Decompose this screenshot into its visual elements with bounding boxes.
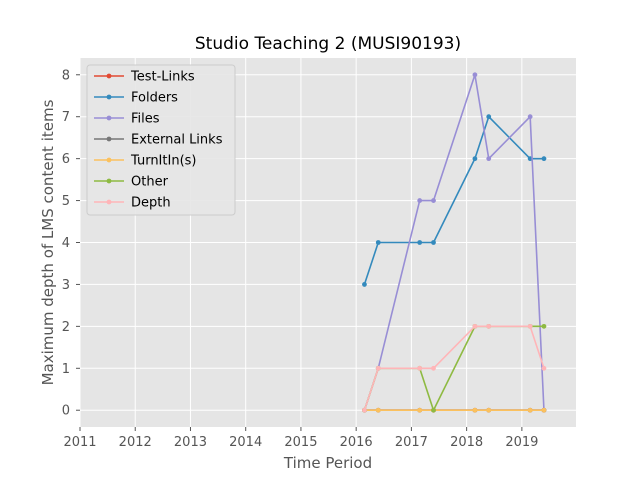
- y-tick-label: 4: [62, 236, 70, 251]
- data-point: [486, 114, 492, 120]
- series-line: [363, 73, 545, 411]
- series-line: [363, 115, 544, 285]
- y-tick-label: 8: [62, 68, 70, 83]
- data-point: [472, 72, 478, 78]
- y-tick-label: 6: [62, 152, 70, 167]
- x-tick-label: 2016: [340, 435, 373, 450]
- series-depth: [362, 323, 547, 413]
- data-point: [431, 407, 436, 413]
- data-point: [362, 407, 367, 413]
- legend-label: Files: [131, 112, 160, 127]
- legend-label: TurnItIn(s): [130, 154, 196, 169]
- y-axis-label: Maximum depth of LMS content items: [39, 99, 57, 385]
- data-point: [431, 365, 436, 371]
- data-point: [362, 282, 367, 287]
- x-tick-label: 2011: [63, 435, 96, 450]
- legend-item: Folders: [94, 91, 178, 106]
- data-point: [431, 240, 436, 245]
- legend-item: Files: [94, 112, 160, 127]
- y-tick-label: 0: [62, 404, 70, 419]
- legend-frame: [86, 64, 236, 216]
- data-point: [472, 407, 478, 413]
- legend-item: Test-Links: [94, 70, 195, 85]
- data-point: [417, 365, 423, 371]
- legend-label: Folders: [131, 91, 178, 106]
- x-tick-label: 2018: [450, 435, 483, 450]
- data-point: [375, 365, 381, 371]
- legend-item: TurnItIn(s): [94, 154, 196, 169]
- y-tick-label: 3: [62, 278, 70, 293]
- y-tick-label: 7: [62, 110, 70, 125]
- data-point: [375, 240, 381, 245]
- x-axis-label: Time Period: [283, 454, 372, 472]
- data-point: [541, 407, 547, 413]
- data-point: [541, 365, 547, 371]
- data-point: [527, 323, 533, 329]
- x-tick-label: 2012: [119, 435, 152, 450]
- x-tick-label: 2014: [229, 435, 262, 450]
- data-point: [541, 156, 547, 162]
- legend-swatch-marker: [106, 157, 112, 163]
- data-point: [375, 407, 381, 413]
- y-tick-label: 2: [62, 320, 70, 335]
- data-point: [486, 407, 492, 413]
- data-point: [417, 240, 423, 245]
- data-point: [527, 407, 533, 413]
- x-tick-label: 2015: [284, 435, 317, 450]
- data-point: [431, 198, 436, 203]
- data-point: [541, 323, 547, 329]
- legend-label: Test-Links: [130, 70, 195, 85]
- x-tick-label: 2019: [505, 435, 538, 450]
- legend-swatch-marker: [106, 136, 112, 142]
- legend-item: Other: [94, 175, 169, 190]
- chart-title: Studio Teaching 2 (MUSI90193): [195, 34, 461, 54]
- data-point: [417, 407, 423, 413]
- legend-item: External Links: [94, 133, 223, 148]
- legend-label: Other: [131, 175, 169, 190]
- x-tick-label: 2017: [395, 435, 428, 450]
- series-folders: [362, 114, 547, 287]
- legend: Test-Links Folders Files External Links Turn…: [86, 64, 236, 216]
- data-point: [486, 156, 492, 162]
- legend-label: External Links: [131, 133, 223, 148]
- legend-swatch-marker: [106, 178, 112, 184]
- legend-label: Depth: [131, 196, 171, 211]
- legend-item: Depth: [94, 196, 171, 211]
- legend-swatch-marker: [106, 115, 112, 121]
- x-tick-label: 2013: [174, 435, 207, 450]
- legend-swatch-marker: [106, 199, 112, 205]
- series-group: [362, 72, 547, 413]
- data-point: [486, 323, 492, 329]
- series-line: [363, 325, 545, 411]
- x-axis-ticks: 2011 2012 2013 2014 2015 2016 2017 2018 2019: [63, 427, 538, 450]
- data-point: [472, 156, 478, 162]
- data-point: [417, 198, 423, 203]
- y-tick-label: 1: [62, 362, 70, 377]
- legend-swatch-marker: [106, 94, 112, 100]
- data-point: [527, 114, 533, 120]
- y-tick-label: 5: [62, 194, 70, 209]
- data-point: [472, 323, 478, 329]
- legend-swatch-marker: [106, 73, 112, 79]
- y-axis-ticks: 0 1 2 3 4 5 6 7 8: [62, 68, 80, 419]
